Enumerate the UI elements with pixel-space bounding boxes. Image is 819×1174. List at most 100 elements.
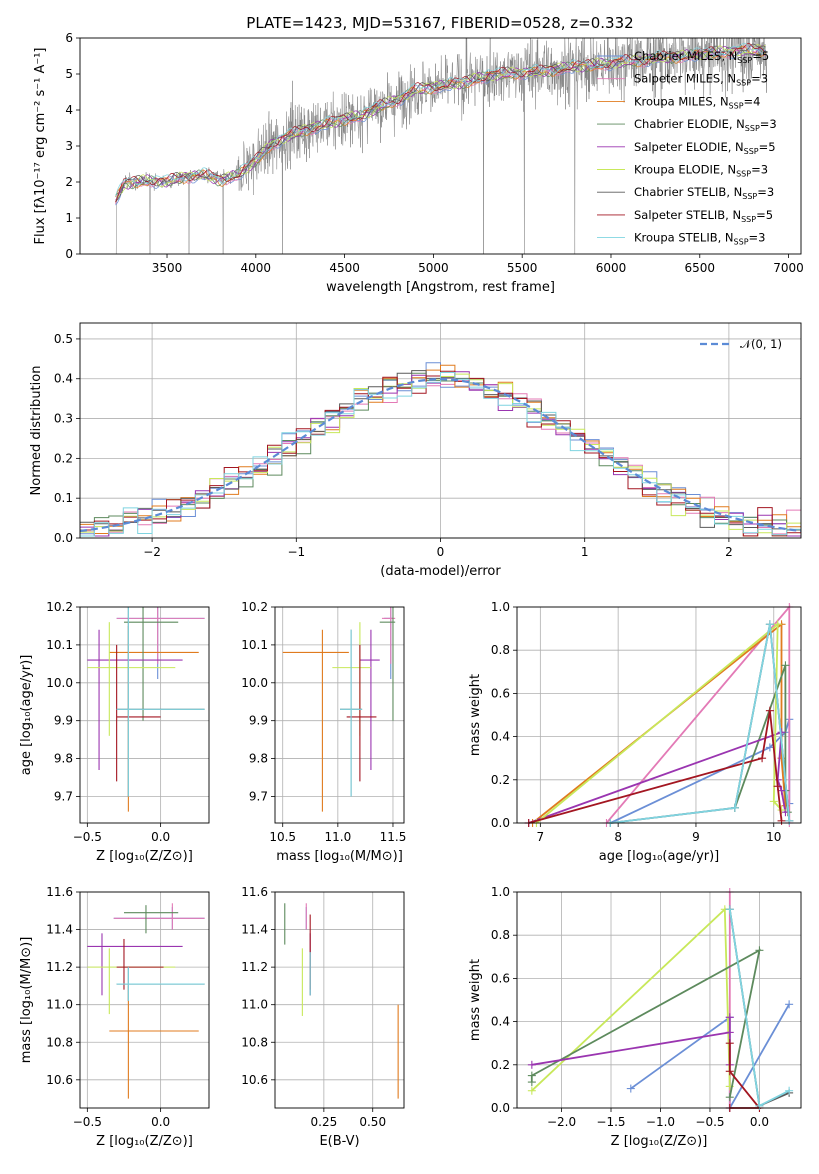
hist-kroupa_miles: [80, 364, 801, 537]
x-tick-label: 4000: [241, 261, 272, 275]
y-tick-label: 10.0: [241, 676, 268, 690]
legend-entry: Chabrier ELODIE, NSSP=3: [634, 117, 777, 133]
series-kroupa_miles: [532, 622, 787, 824]
axes-frame: [79, 606, 210, 824]
y-tick-label: 11.0: [46, 998, 73, 1012]
legend-entry: Salpeter STELIB, NSSP=5: [634, 208, 773, 224]
axes-frame: [274, 606, 405, 824]
legend-entry: Kroupa STELIB, NSSP=3: [634, 231, 765, 247]
y-tick-label: 10.8: [241, 1035, 268, 1049]
series-kroupa_elodie: [535, 622, 783, 824]
y-tick-label: 4: [65, 103, 73, 117]
axes-frame: [516, 891, 802, 1109]
data-spectrum: [115, 38, 768, 254]
y-axis-label: mass weight: [468, 674, 483, 756]
x-axis-label: Z [log₁₀(Z/Z⊙)]: [96, 1134, 193, 1149]
y-axis-label: Flux [fλ10⁻¹⁷ erg cm⁻² s⁻¹ A⁻¹]: [33, 48, 48, 245]
panel-mass-ebv: 0.25 0.50 10.6 10.8 11.0 11.2 11.4 11.6 E(B-V): [241, 885, 405, 1149]
y-tick-label: 9.8: [54, 752, 73, 766]
x-tick-label: 6000: [596, 261, 627, 275]
y-tick-label: 9.7: [54, 789, 73, 803]
y-tick-label: 0.3: [54, 412, 73, 426]
x-axis-label: Z [log₁₀(Z/Z⊙)]: [611, 1134, 708, 1149]
panel-weight-Z: −2.0 −1.5 −1.0 −0.5 0.0 0.0 0.2 0.4 0.6 0.8 1.0 Z […: [468, 885, 802, 1149]
x-tick-label: 10: [766, 830, 781, 844]
x-tick-label: 0.25: [311, 1115, 338, 1129]
x-tick-label: −1: [287, 545, 305, 559]
model-salpeter_stelib: [115, 42, 766, 203]
y-tick-label: 11.4: [241, 923, 268, 937]
x-tick-label: −1.0: [646, 1115, 675, 1129]
x-tick-label: 9: [692, 830, 700, 844]
y-tick-label: 10.1: [46, 638, 73, 652]
x-tick-label: 5000: [418, 261, 449, 275]
panel-age-mass: 10.5 11.0 11.5 9.7 9.8 9.9 10.0 10.1 10.2 mass [l…: [241, 600, 406, 864]
series-chabrier_miles: [610, 719, 791, 824]
panel-weight-age: 7 8 9 10 0.0 0.2 0.4 0.6 0.8 1.0 age [log₁₀(age/yr…: [468, 600, 802, 864]
x-tick-label: 10.5: [269, 830, 296, 844]
y-tick-label: 0.5: [54, 332, 73, 346]
x-tick-label: 0.0: [151, 1115, 170, 1129]
y-tick-label: 9.9: [249, 714, 268, 728]
x-tick-label: −2: [143, 545, 161, 559]
x-tick-label: 1: [581, 545, 589, 559]
y-tick-label: 5: [65, 67, 73, 81]
y-tick-label: 1.0: [491, 885, 510, 899]
x-tick-label: 5500: [507, 261, 538, 275]
model-chabrier_elodie: [115, 46, 766, 196]
axes-frame: [274, 891, 405, 1109]
y-tick-label: 10.1: [241, 638, 268, 652]
model-salpeter_elodie: [115, 45, 766, 201]
y-tick-label: 0.2: [54, 451, 73, 465]
x-axis-label: (data-model)/error: [380, 564, 501, 579]
y-axis-label: mass [log₁₀(M/M⊙)]: [19, 937, 34, 1064]
y-tick-label: 1: [65, 211, 73, 225]
y-tick-label: 10.6: [241, 1073, 268, 1087]
y-tick-label: 0.4: [491, 1015, 510, 1029]
figure-title: PLATE=1423, MJD=53167, FIBERID=0528, z=0…: [246, 14, 633, 32]
model-kroupa_stelib: [115, 42, 766, 197]
x-tick-label: 8: [614, 830, 622, 844]
y-tick-label: 10.0: [46, 676, 73, 690]
x-tick-label: 4500: [329, 261, 360, 275]
y-tick-label: 0.6: [491, 686, 510, 700]
x-tick-label: 3500: [152, 261, 183, 275]
x-tick-label: −2.0: [547, 1115, 576, 1129]
axes-frame: [79, 322, 802, 539]
y-tick-label: 11.6: [46, 885, 73, 899]
panel-residuals: −2 −1 0 1 2 0.0 0.1 0.2 0.3 0.4 0.5 (data-model)/er…: [29, 322, 802, 579]
panel-spectrum: 3500 4000 4500 5000 5500 6000 6500 7000 0 1 2 3 4 5 6 w…: [33, 31, 804, 295]
legend-entry: 𝒩(0, 1): [740, 337, 782, 351]
y-tick-label: 0.4: [491, 730, 510, 744]
y-tick-label: 0: [65, 247, 73, 261]
hist-kroupa_stelib: [80, 372, 801, 537]
legend-entry: Salpeter MILES, NSSP=3: [634, 72, 768, 88]
x-tick-label: 2: [725, 545, 733, 559]
series-chabrier_elodie: [530, 948, 761, 1098]
y-tick-label: 0.0: [491, 816, 510, 830]
y-tick-label: 0.8: [491, 928, 510, 942]
y-axis-label: Normed distribution: [29, 366, 44, 496]
x-axis-label: Z [log₁₀(Z/Z⊙)]: [96, 849, 193, 864]
axes-frame: [79, 891, 210, 1109]
axes-frame: [516, 606, 802, 824]
y-tick-label: 0.6: [491, 971, 510, 985]
legend-entry: Chabrier STELIB, NSSP=3: [634, 185, 774, 201]
y-tick-label: 0.4: [54, 372, 73, 386]
y-tick-label: 1.0: [491, 600, 510, 614]
legend-entry: Chabrier MILES, NSSP=5: [634, 49, 769, 65]
x-tick-label: −0.5: [73, 1115, 102, 1129]
panel-age-Z: −0.5 0.0 9.7 9.8 9.9 10.0 10.1 10.2 Z [log₁₀(Z/Z…: [19, 600, 210, 864]
x-tick-label: 7: [537, 830, 545, 844]
x-tick-label: 0.0: [750, 1115, 769, 1129]
x-tick-label: 6500: [685, 261, 716, 275]
axes-frame: [79, 37, 802, 255]
y-tick-label: 0.1: [54, 491, 73, 505]
y-tick-label: 11.0: [241, 998, 268, 1012]
model-chabrier_stelib: [115, 43, 766, 203]
y-tick-label: 11.6: [241, 885, 268, 899]
legend-entry: Salpeter ELODIE, NSSP=5: [634, 140, 776, 156]
x-axis-label: age [log₁₀(age/yr)]: [599, 849, 720, 864]
y-tick-label: 10.2: [46, 600, 73, 614]
